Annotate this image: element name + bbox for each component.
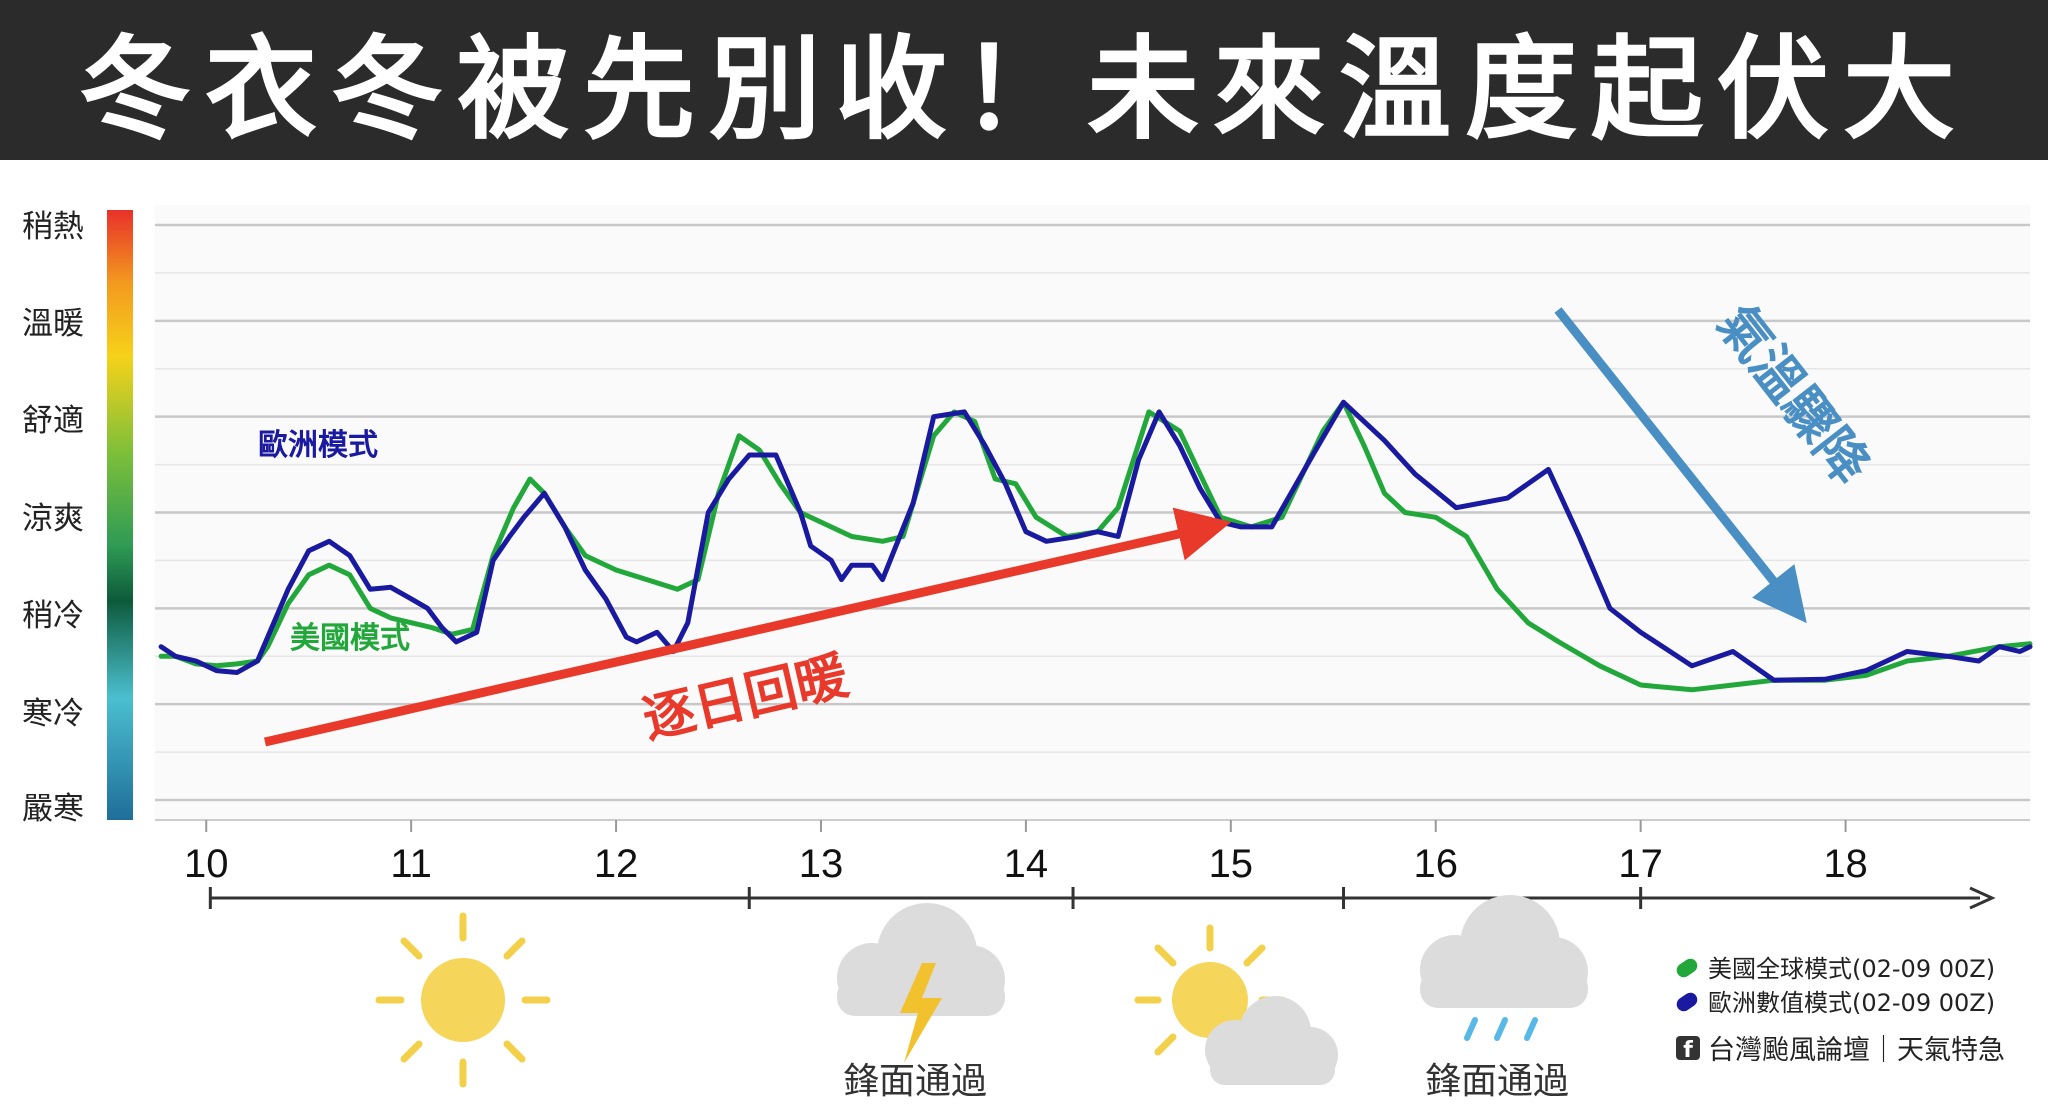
warming-arrow bbox=[264, 507, 1232, 747]
weather-label-front-1: 鋒面通過 bbox=[843, 1061, 987, 1102]
title-banner: 冬衣冬被先別收！未來溫度起伏大 bbox=[0, 0, 2048, 160]
series-line-eu bbox=[158, 399, 2033, 683]
credit-text: 台灣颱風論壇｜天氣特急 bbox=[1708, 1035, 2005, 1066]
x-tick-labels: 10 11 12 13 14 15 16 17 18 bbox=[184, 820, 1868, 886]
facebook-icon bbox=[1676, 1036, 1700, 1060]
legend-label-eu: 歐洲數值模式(02-09 00Z) bbox=[1708, 989, 1995, 1017]
x-tick-label: 18 bbox=[1823, 842, 1868, 886]
series-label-eu: 歐洲模式 bbox=[258, 428, 378, 463]
sun-cloud-icon bbox=[1134, 924, 1338, 1085]
x-tick-label: 17 bbox=[1618, 842, 1663, 886]
weather-label-front-2: 鋒面通過 bbox=[1425, 1061, 1569, 1102]
x-tick-label: 10 bbox=[184, 842, 229, 886]
page-title: 冬衣冬被先別收！未來溫度起伏大 bbox=[79, 25, 1969, 155]
credit: f 台灣颱風論壇｜天氣特急 bbox=[1676, 1035, 2005, 1066]
level-label: 舒適 bbox=[22, 403, 84, 439]
series-label-us: 美國模式 bbox=[290, 621, 410, 656]
period-dividers bbox=[208, 887, 1643, 909]
timeline-arrowhead bbox=[1969, 886, 1996, 910]
series-lines bbox=[158, 399, 2033, 693]
thunder-cloud-icon bbox=[837, 903, 1005, 1063]
rain-cloud-icon bbox=[1420, 895, 1588, 1041]
drop-arrow bbox=[1554, 307, 1807, 624]
temperature-color-scale bbox=[107, 210, 133, 820]
level-label: 溫暖 bbox=[22, 306, 84, 342]
legend-item-eu: 歐洲數值模式(02-09 00Z) bbox=[1676, 989, 1995, 1017]
x-tick-label: 11 bbox=[390, 842, 432, 886]
x-tick-label: 14 bbox=[1004, 842, 1049, 886]
x-tick-label: 15 bbox=[1209, 842, 1254, 886]
level-label: 嚴寒 bbox=[22, 791, 84, 827]
legend-item-us: 美國全球模式(02-09 00Z) bbox=[1676, 955, 1995, 983]
x-tick-label: 12 bbox=[594, 842, 639, 886]
sun-icon bbox=[375, 912, 551, 1088]
level-label: 寒冷 bbox=[22, 696, 84, 732]
svg-text:f: f bbox=[1683, 1038, 1693, 1063]
legend-label-us: 美國全球模式(02-09 00Z) bbox=[1708, 955, 1995, 983]
x-tick-label: 16 bbox=[1413, 842, 1458, 886]
legend: 美國全球模式(02-09 00Z) 歐洲數值模式(02-09 00Z) bbox=[1676, 955, 1995, 1017]
level-label: 涼爽 bbox=[22, 501, 84, 537]
level-label: 稍熱 bbox=[22, 209, 84, 245]
level-label: 稍冷 bbox=[22, 598, 84, 634]
x-tick-label: 13 bbox=[799, 842, 844, 886]
